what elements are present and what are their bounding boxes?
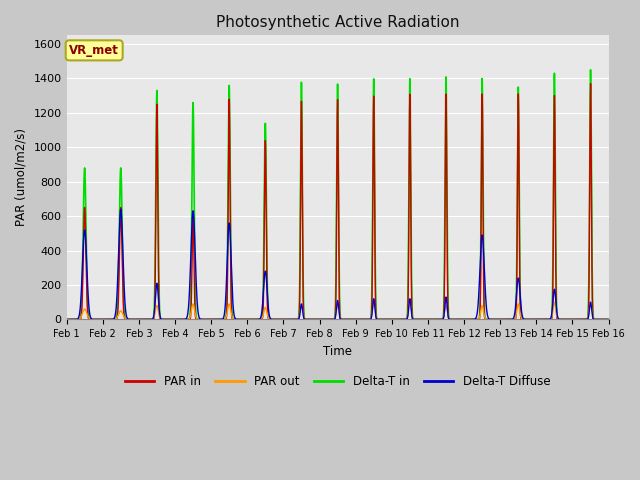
Title: Photosynthetic Active Radiation: Photosynthetic Active Radiation: [216, 15, 460, 30]
Y-axis label: PAR (umol/m2/s): PAR (umol/m2/s): [15, 128, 28, 227]
X-axis label: Time: Time: [323, 345, 352, 358]
Legend: PAR in, PAR out, Delta-T in, Delta-T Diffuse: PAR in, PAR out, Delta-T in, Delta-T Dif…: [120, 371, 555, 393]
Text: VR_met: VR_met: [69, 44, 119, 57]
